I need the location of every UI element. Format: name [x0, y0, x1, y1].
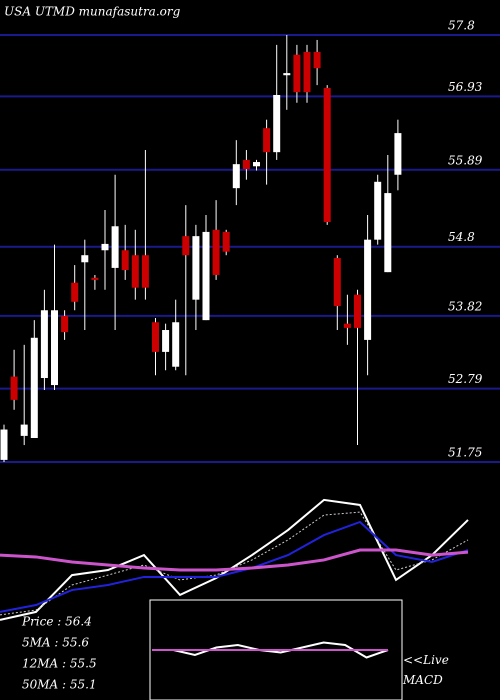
candle-body	[121, 250, 129, 271]
candle-body	[283, 73, 291, 76]
candle-body	[0, 429, 8, 460]
candle-body	[273, 94, 281, 153]
y-tick-label: 51.75	[448, 446, 482, 460]
y-tick-label: 57.8	[448, 19, 475, 33]
y-tick-label: 55.89	[448, 153, 483, 167]
candle-body	[253, 162, 260, 167]
candle-body	[202, 231, 210, 321]
candle-body	[20, 424, 28, 436]
candle-body	[30, 337, 38, 439]
candle-body	[394, 133, 402, 175]
candle-body	[192, 236, 200, 300]
candle-body	[242, 159, 250, 170]
candle-body	[111, 226, 119, 268]
candle-body	[141, 255, 149, 288]
candle-body	[303, 51, 311, 93]
candle-body	[333, 258, 341, 307]
chart-title: USA UTMD munafasutra.org	[4, 5, 181, 19]
candle-body	[364, 239, 372, 340]
candle-body	[212, 229, 220, 275]
candle-body	[81, 255, 89, 263]
candle-body	[40, 310, 48, 379]
macd-frame	[149, 599, 403, 700]
candle-body	[182, 236, 190, 256]
candle-body	[323, 87, 331, 223]
candle-body	[91, 277, 99, 280]
indicator-label: 50MA : 55.1	[22, 678, 97, 692]
y-tick-label: 53.82	[448, 299, 482, 313]
macd-title: <<Live MACD	[402, 653, 449, 687]
candle-body	[293, 54, 301, 93]
candle-body	[101, 243, 109, 251]
indicator-label: 12MA : 55.5	[22, 657, 97, 671]
candle-body	[232, 164, 240, 189]
candle-body	[343, 323, 351, 328]
ma-line	[0, 548, 469, 572]
candle-body	[384, 193, 392, 273]
candle-body	[71, 282, 79, 302]
y-tick-label: 52.79	[448, 372, 483, 386]
candle-body	[374, 181, 382, 240]
candle-body	[222, 231, 230, 252]
candle-body	[131, 255, 139, 288]
ma-line	[0, 511, 469, 616]
indicator-label: 5MA : 55.6	[22, 636, 89, 650]
ma-line	[0, 498, 469, 621]
candle-body	[313, 51, 321, 69]
y-tick-label: 54.8	[448, 230, 475, 244]
candle-body	[162, 330, 170, 352]
indicator-label: Price : 56.4	[21, 615, 92, 629]
candle-body	[152, 322, 159, 352]
candle-body	[172, 322, 180, 367]
candle-body	[263, 128, 271, 153]
candle-body	[10, 376, 18, 400]
candle-body	[51, 310, 58, 386]
macd-line	[152, 641, 389, 659]
candle-body	[61, 315, 69, 333]
candle-body	[354, 294, 361, 328]
y-tick-label: 56.93	[448, 80, 483, 94]
